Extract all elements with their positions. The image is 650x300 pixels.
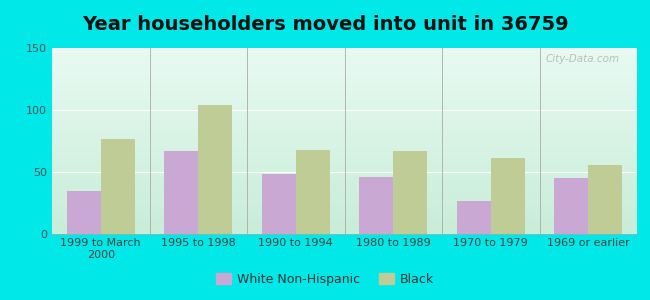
Bar bbox=[457, 200, 491, 234]
Bar bbox=[393, 151, 428, 234]
Bar bbox=[261, 175, 296, 234]
Bar bbox=[198, 105, 233, 234]
Bar bbox=[164, 151, 198, 234]
Bar bbox=[588, 165, 623, 234]
Legend: White Non-Hispanic, Black: White Non-Hispanic, Black bbox=[211, 268, 439, 291]
Text: Year householders moved into unit in 36759: Year householders moved into unit in 367… bbox=[82, 15, 568, 34]
Bar bbox=[554, 178, 588, 234]
Bar bbox=[491, 158, 525, 234]
Bar bbox=[296, 150, 330, 234]
Bar bbox=[101, 139, 135, 234]
Text: City-Data.com: City-Data.com bbox=[545, 54, 619, 64]
Bar bbox=[66, 190, 101, 234]
Bar bbox=[359, 177, 393, 234]
